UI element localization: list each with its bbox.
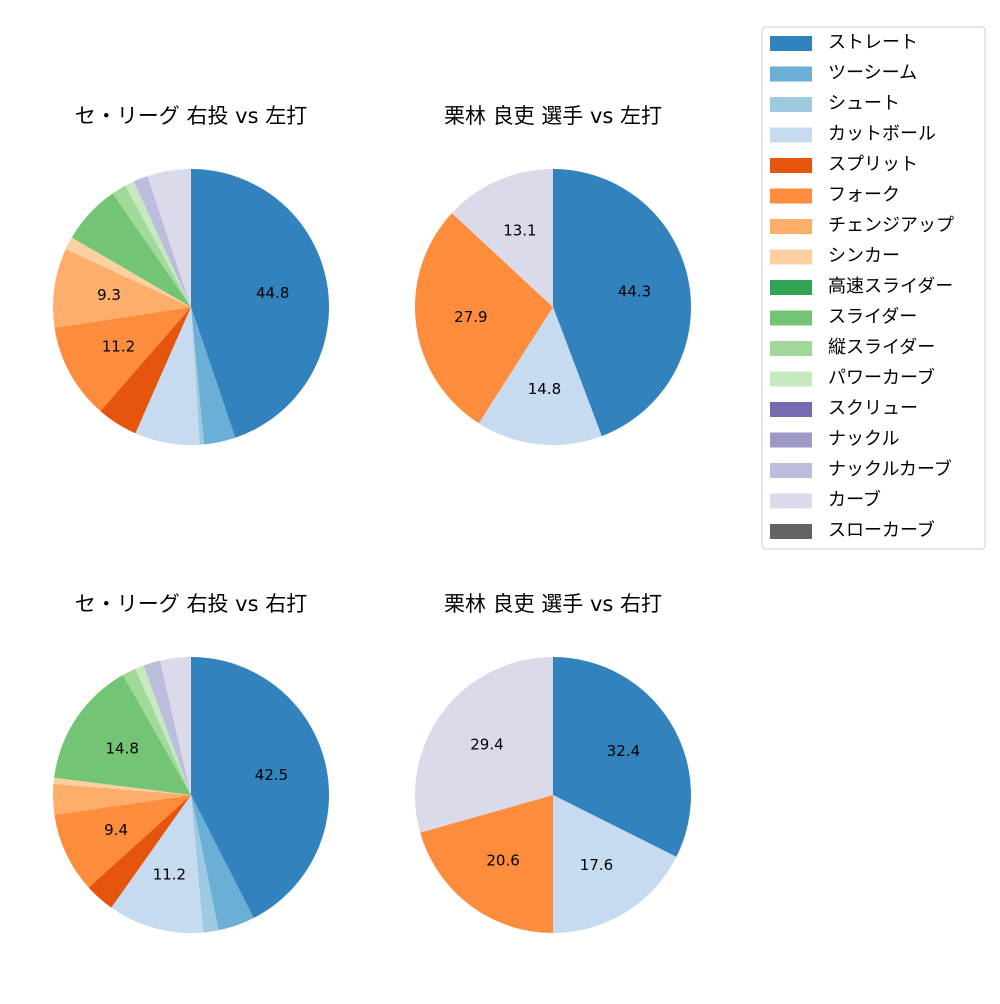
chart-title: 栗林 良吏 選手 vs 右打: [444, 592, 662, 616]
pie-slice: [191, 307, 204, 445]
pie-slice: [65, 237, 191, 307]
data-label: 14.8: [106, 739, 139, 757]
legend-swatch: [770, 341, 812, 356]
pie-slice: [54, 307, 192, 412]
legend-swatch: [770, 524, 812, 539]
chart-title: セ・リーグ 右投 vs 左打: [75, 104, 307, 128]
data-label: 44.8: [256, 284, 289, 302]
pie-slice: [111, 795, 204, 933]
legend-swatch: [770, 402, 812, 417]
legend-label: スライダー: [828, 307, 917, 328]
data-label: 17.6: [580, 856, 613, 874]
legend-label: シンカー: [828, 246, 900, 267]
pie-slice: [191, 169, 329, 438]
data-label: 9.3: [97, 286, 121, 304]
data-label: 42.5: [255, 766, 288, 784]
pie-slice: [123, 668, 191, 795]
data-label: 32.4: [607, 742, 640, 760]
pie-slice: [553, 169, 692, 437]
pie-slice: [414, 213, 553, 424]
pie-slice: [133, 176, 191, 307]
legend-swatch: [770, 188, 812, 204]
pie-slice: [53, 783, 191, 815]
pie-slice: [147, 169, 191, 307]
legend-label: チェンジアップ: [828, 215, 954, 236]
legend-box: [761, 26, 986, 550]
pie-slice: [143, 660, 191, 795]
legend-swatch: [770, 66, 812, 82]
data-label: 27.9: [454, 308, 487, 326]
pie-slice: [88, 795, 191, 908]
pie-slice: [71, 193, 191, 307]
legend-label: スクリュー: [828, 398, 918, 419]
legend-label: ストレート: [828, 32, 918, 53]
legend-label: スローカーブ: [828, 519, 935, 541]
data-label: 11.2: [153, 865, 186, 883]
legend-swatch: [770, 97, 812, 112]
pie-slice: [160, 657, 191, 795]
pie-slice: [135, 665, 191, 795]
legend-label: カットボール: [828, 124, 936, 145]
legend-swatch: [770, 158, 812, 173]
legend-label: 縦スライダー: [828, 337, 935, 358]
pie-slice: [478, 307, 602, 446]
pie-slice: [125, 181, 191, 307]
pie-slice: [553, 795, 677, 933]
pie-slice: [100, 307, 191, 434]
pie-slice: [53, 777, 192, 795]
pie-slice: [54, 674, 192, 795]
pie-slice: [54, 795, 192, 888]
pie-slice: [191, 795, 254, 931]
data-label: 13.1: [503, 222, 536, 240]
pie-slice: [53, 249, 191, 328]
data-label: 29.4: [470, 736, 503, 754]
legend-swatch: [770, 219, 812, 234]
legend-swatch: [770, 432, 812, 448]
chart-title: セ・リーグ 右投 vs 右打: [75, 592, 307, 616]
legend-swatch: [770, 310, 812, 326]
data-label: 44.3: [618, 283, 651, 301]
legend-label: パワーカーブ: [828, 367, 935, 389]
pie-slice: [415, 657, 553, 833]
pie-slice: [553, 657, 691, 857]
legend-swatch: [770, 493, 812, 509]
chart-title: 栗林 良吏 選手 vs 左打: [444, 104, 662, 128]
pie-slice: [191, 307, 236, 445]
pie-slice: [420, 795, 553, 933]
data-label: 20.6: [486, 852, 519, 870]
pie-slice: [112, 185, 191, 307]
data-label: 14.8: [528, 380, 561, 398]
legend-label: ナックルカーブ: [828, 458, 952, 480]
legend-label: ツーシーム: [828, 63, 917, 84]
legend-label: スプリット: [828, 154, 918, 175]
legend-swatch: [770, 36, 812, 51]
legend-swatch: [770, 463, 812, 478]
legend-label: ナックル: [828, 429, 899, 450]
legend-label: フォーク: [828, 185, 900, 206]
legend-swatch: [770, 127, 812, 143]
data-label: 11.2: [102, 337, 135, 355]
legend-swatch: [770, 280, 812, 295]
pie-slice: [191, 657, 330, 918]
legend-label: 高速スライダー: [828, 276, 953, 297]
pie-slice: [191, 795, 219, 933]
legend-label: カーブ: [828, 489, 881, 511]
legend-swatch: [770, 371, 812, 387]
legend-label: シュート: [828, 93, 900, 114]
data-label: 9.4: [104, 821, 128, 839]
pie-slice: [135, 307, 200, 446]
pie-slice: [451, 169, 553, 307]
legend-swatch: [770, 249, 812, 265]
